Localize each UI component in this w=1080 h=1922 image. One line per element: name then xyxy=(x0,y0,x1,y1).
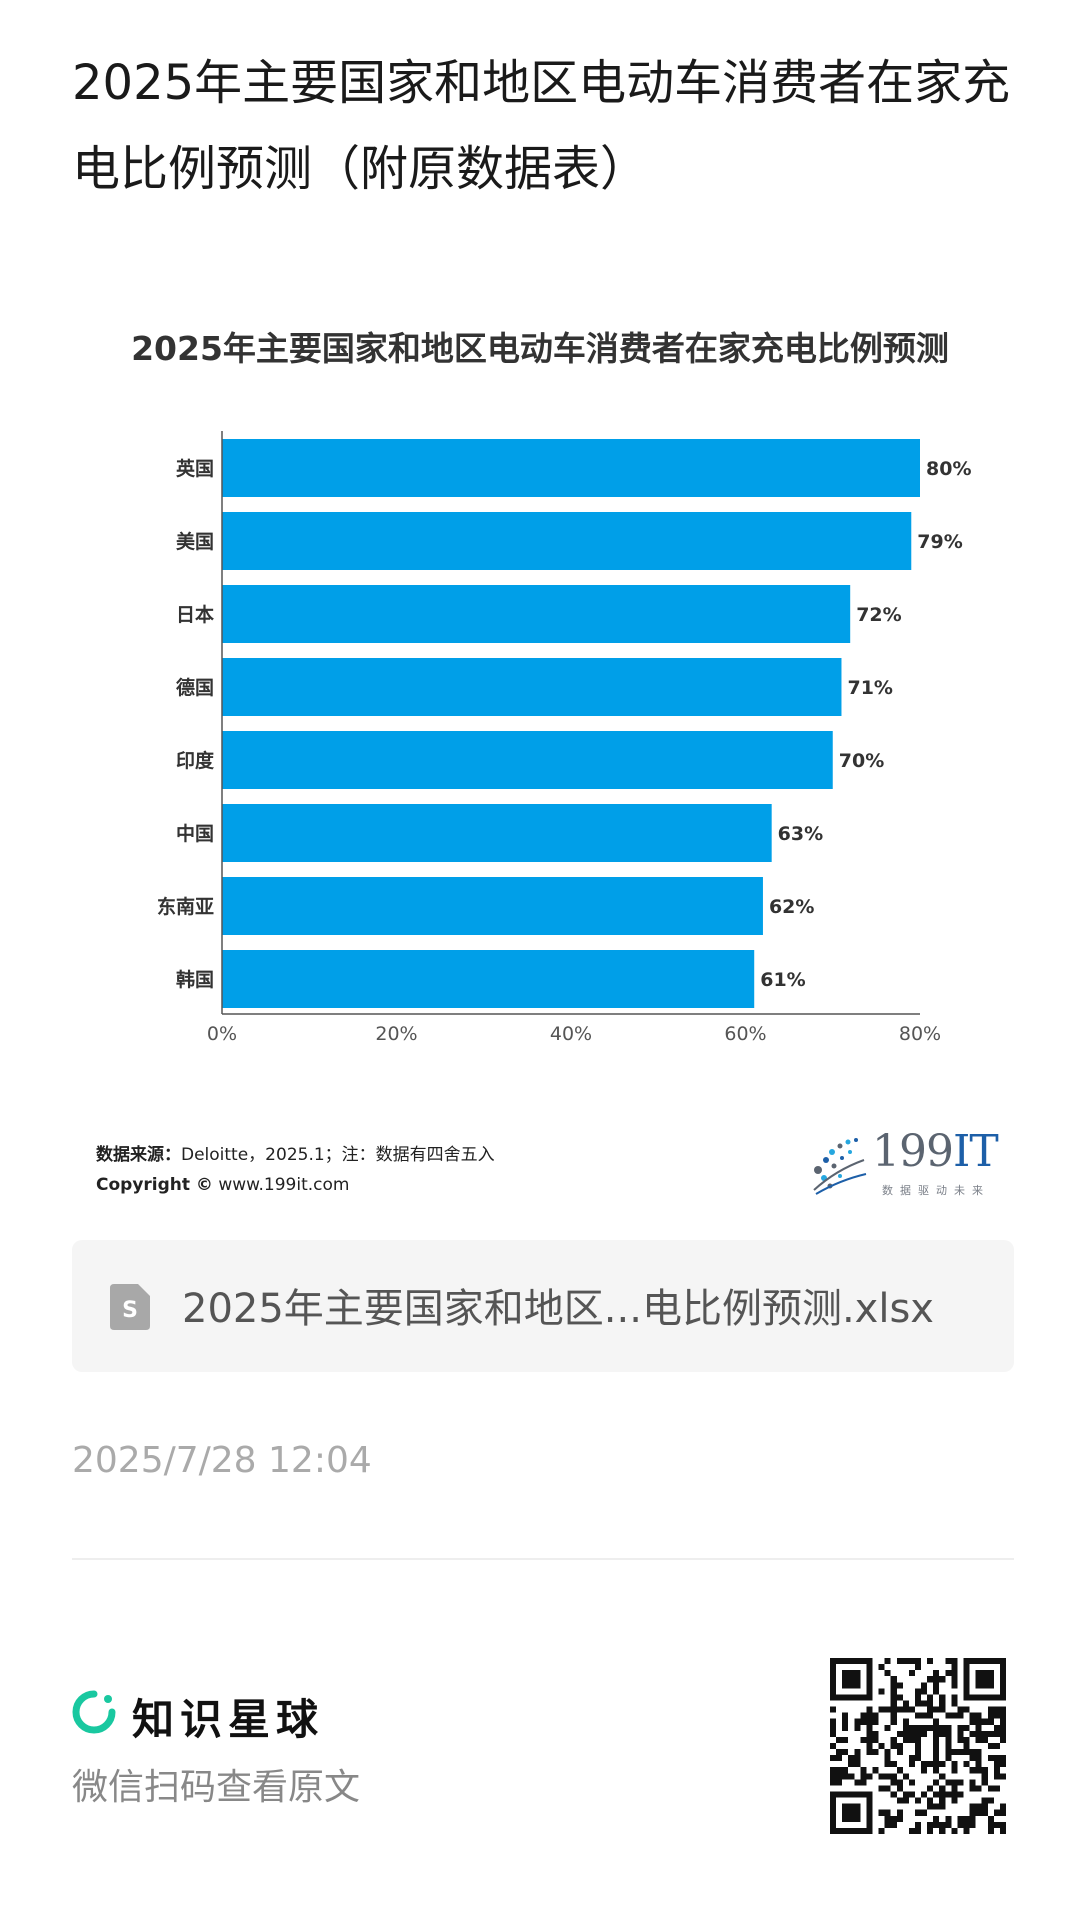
svg-text:S: S xyxy=(122,1298,138,1323)
category-label: 美国 xyxy=(176,530,214,553)
bar xyxy=(222,512,912,570)
chart-source: 数据来源：Deloitte，2025.1；注：数据有四舍五入 Copyright… xyxy=(96,1140,495,1200)
post-timestamp: 2025/7/28 12:04 xyxy=(72,1440,372,1481)
scan-hint: 微信扫码查看原文 xyxy=(72,1767,361,1808)
bar xyxy=(222,804,772,862)
brand-dots-icon xyxy=(813,1138,867,1195)
category-label: 德国 xyxy=(176,676,214,699)
x-tick-label: 60% xyxy=(724,1023,766,1045)
data-label: 72% xyxy=(856,604,901,626)
bar xyxy=(222,585,851,643)
attachment-card[interactable]: S 2025年主要国家和地区...电比例预测.xlsx xyxy=(72,1240,1014,1372)
bar-chart: 英国 80% 美国 79% 日本 72% 德国 71% 印度 70% 中国 63% 东南亚 62% 韩国 61… xyxy=(157,431,971,1045)
category-label: 韩国 xyxy=(176,968,214,991)
app-name: 知识星球 xyxy=(132,1695,325,1744)
x-tick-label: 40% xyxy=(550,1023,592,1045)
source-text: Deloitte，2025.1；注：数据有四舍五入 xyxy=(181,1145,495,1165)
category-label: 英国 xyxy=(176,457,214,480)
copyright-text: www.199it.com xyxy=(212,1175,350,1195)
bar xyxy=(222,950,755,1008)
x-tick-label: 0% xyxy=(207,1023,237,1045)
planet-ring-icon xyxy=(72,1690,116,1734)
category-label: 印度 xyxy=(176,749,215,772)
category-label: 日本 xyxy=(176,603,214,626)
copyright-label: Copyright © xyxy=(96,1175,213,1195)
chart-image: 英国 80% 美国 79% 日本 72% 德国 71% 印度 70% 中国 63% 东南亚 62% 韩国 61… xyxy=(72,300,1008,1230)
brand-199it-logo: 199IT 数据驱动未来 xyxy=(806,1126,1002,1204)
data-label: 71% xyxy=(847,677,892,699)
x-tick-label: 80% xyxy=(899,1023,941,1045)
category-label: 中国 xyxy=(176,822,214,845)
data-label: 79% xyxy=(917,531,962,553)
chart-title: 2025年主要国家和地区电动车消费者在家充电比例预测 xyxy=(131,329,949,368)
bar xyxy=(222,658,842,716)
category-label: 东南亚 xyxy=(157,895,214,918)
data-label: 63% xyxy=(778,823,823,845)
brand-number: 199IT xyxy=(872,1126,999,1177)
data-label: 80% xyxy=(926,458,971,480)
qr-code[interactable] xyxy=(830,1658,1006,1834)
source-label: 数据来源： xyxy=(96,1145,181,1165)
attachment-file-name[interactable]: 2025年主要国家和地区...电比例预测.xlsx xyxy=(182,1286,934,1332)
article-title: 2025年主要国家和地区电动车消费者在家充电比例预测（附原数据表） xyxy=(72,55,1011,197)
bar xyxy=(222,439,920,497)
spreadsheet-file-icon: S xyxy=(110,1284,150,1330)
data-label: 61% xyxy=(760,969,805,991)
brand-tagline: 数据驱动未来 xyxy=(882,1184,990,1197)
x-tick-label: 20% xyxy=(375,1023,417,1045)
divider xyxy=(72,1558,1014,1560)
bar xyxy=(222,877,763,935)
data-label: 62% xyxy=(769,896,814,918)
bar xyxy=(222,731,833,789)
data-label: 70% xyxy=(839,750,884,772)
